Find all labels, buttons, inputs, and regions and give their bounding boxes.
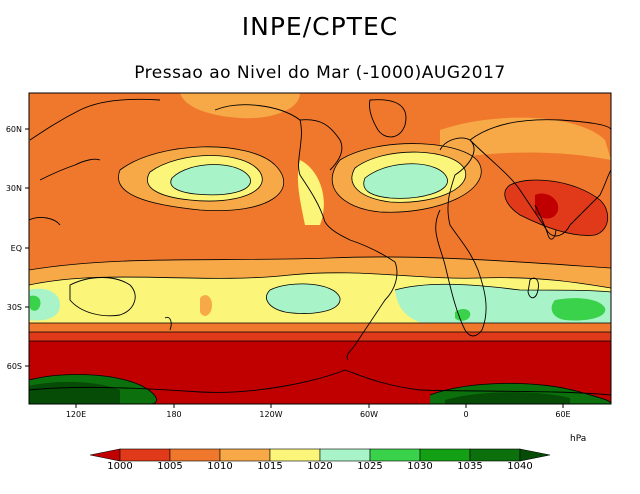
lon-tick-label: 180 — [166, 410, 181, 419]
arctic-band — [180, 93, 300, 119]
figure-title: INPE/CPTEC — [241, 12, 399, 41]
colorbar — [89, 448, 551, 462]
lat-tick-label: EQ — [11, 244, 22, 253]
coastlines — [29, 98, 611, 396]
band-1010-south — [29, 323, 611, 333]
high-npacific — [170, 164, 251, 195]
high-1030-east — [551, 298, 606, 321]
high-spacific — [266, 283, 341, 314]
contour-lines — [29, 143, 611, 404]
lat-tick-label: 60N — [6, 125, 22, 134]
colorbar-level-label: 1020 — [307, 461, 333, 472]
high-1030-mid — [455, 309, 471, 321]
colorbar-level-label: 1015 — [257, 461, 283, 472]
high-natlantic — [363, 163, 448, 199]
colorbar-swatch — [319, 448, 371, 462]
colorbar-swatch — [269, 448, 321, 462]
lon-tick-label: 120E — [66, 410, 86, 419]
lon-tick-label: 120W — [259, 410, 282, 419]
band-1015-1020-eurasia — [440, 117, 611, 160]
colorbar-swatch — [119, 448, 171, 462]
colorbar-swatch — [219, 448, 271, 462]
low-spacific-cut — [200, 295, 212, 316]
colorbar-swatch — [419, 448, 471, 462]
lat-tick-label: 30S — [7, 303, 22, 312]
monsoon-low-core — [535, 193, 559, 219]
pressure-field — [29, 93, 611, 404]
colorbar-level-label: 1000 — [107, 461, 133, 472]
colorbar-swatch — [169, 448, 221, 462]
colorbar-unit: hPa — [570, 434, 587, 444]
band-1005-south — [29, 332, 611, 342]
high-1030-west — [30, 295, 41, 311]
colorbar-level-label: 1035 — [457, 461, 483, 472]
colorbar-level-label: 1025 — [357, 461, 383, 472]
colorbar-level-label: 1030 — [407, 461, 433, 472]
lon-tick-label: 0 — [463, 410, 468, 419]
high-satlantic-sindian — [395, 284, 611, 329]
lon-tick-label: 60W — [360, 410, 378, 419]
colorbar-arrow-high — [519, 448, 551, 462]
lon-axis: 120E 180 120W 60W 0 60E — [66, 404, 571, 419]
colorbar-swatch — [469, 448, 521, 462]
colorbar-arrow-low — [89, 448, 121, 462]
antarctic-high-east-core — [445, 392, 570, 404]
lat-tick-label: 60S — [7, 362, 22, 371]
colorbar-level-label: 1040 — [507, 461, 533, 472]
lon-tick-label: 60E — [555, 410, 570, 419]
colorbar-level-label: 1005 — [157, 461, 183, 472]
colorbar-swatch — [369, 448, 421, 462]
lat-axis: 60N 30N EQ 30S 60S — [6, 125, 29, 371]
lat-tick-label: 30N — [6, 184, 22, 193]
colorbar-level-label: 1010 — [207, 461, 233, 472]
figure-subtitle: Pressao ao Nivel do Mar (-1000)AUG2017 — [134, 63, 506, 83]
